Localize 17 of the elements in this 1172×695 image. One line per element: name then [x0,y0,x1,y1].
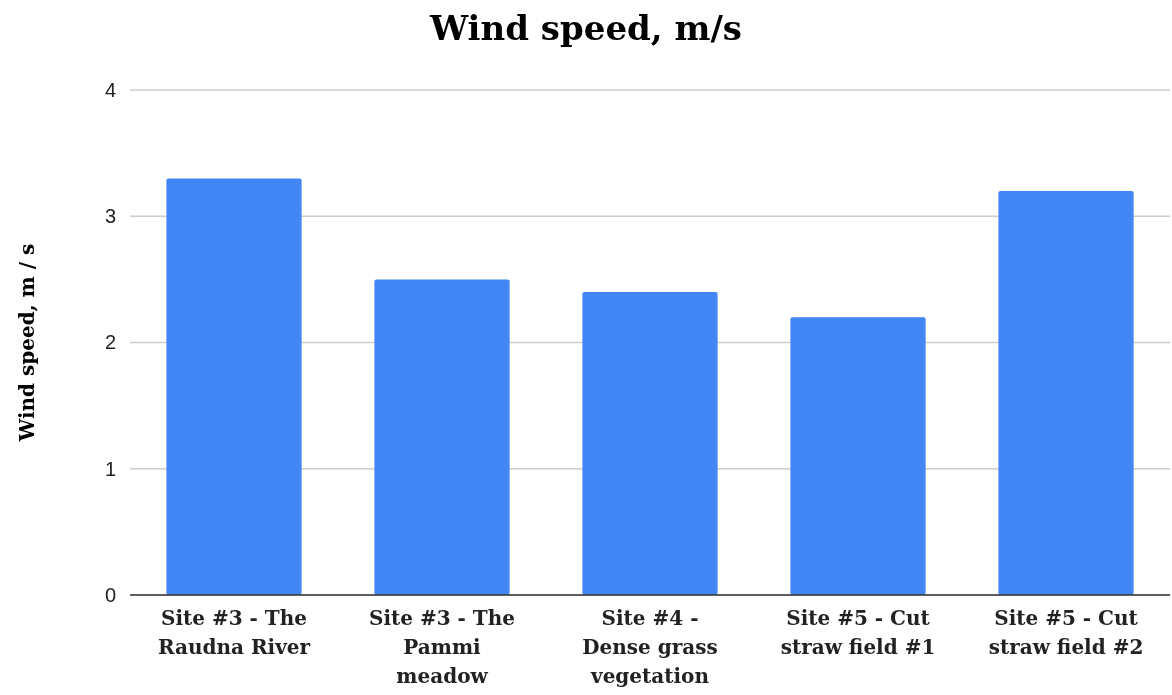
bar [582,292,718,595]
chart-title: Wind speed, m/s [429,8,742,48]
y-tick-label: 1 [104,457,116,480]
y-tick-label: 4 [104,78,116,101]
bar [374,279,510,595]
y-tick-label: 0 [104,583,116,606]
x-tick-label: Site #3 - The Pammi meadow [368,606,516,689]
y-tick-label: 2 [104,331,116,354]
y-tick-label: 3 [104,205,116,228]
y-axis-title: Wind speed, m / s [15,243,39,443]
bar [166,178,302,595]
x-tick-label: Site #4 - Dense grass vegetation [582,606,718,689]
x-tick-label: Site #5 - Cut straw field #1 [780,606,936,660]
x-tick-label: Site #5 - Cut straw field #2 [988,606,1144,660]
bar [790,317,926,595]
bar [998,191,1134,595]
x-tick-label: Site #3 - The Raudna River [157,606,311,660]
